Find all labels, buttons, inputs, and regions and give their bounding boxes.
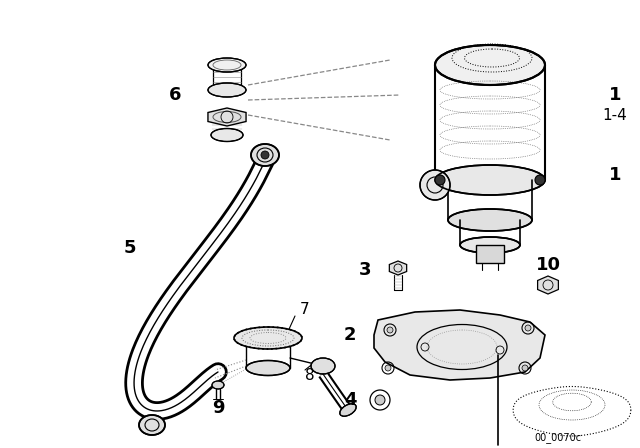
Ellipse shape bbox=[212, 381, 224, 389]
Text: 1: 1 bbox=[609, 86, 621, 104]
Text: 4: 4 bbox=[344, 391, 356, 409]
Polygon shape bbox=[208, 108, 246, 126]
Ellipse shape bbox=[139, 415, 165, 435]
Ellipse shape bbox=[460, 237, 520, 253]
Ellipse shape bbox=[435, 45, 545, 85]
Bar bbox=[476, 245, 504, 263]
Circle shape bbox=[525, 325, 531, 331]
Ellipse shape bbox=[251, 144, 279, 166]
Text: 7: 7 bbox=[300, 302, 310, 318]
Text: 00_0070c: 00_0070c bbox=[534, 433, 582, 444]
Ellipse shape bbox=[448, 209, 532, 231]
Text: 9: 9 bbox=[212, 399, 224, 417]
Text: 3: 3 bbox=[359, 261, 371, 279]
Polygon shape bbox=[374, 310, 545, 380]
Ellipse shape bbox=[234, 327, 302, 349]
Text: 1-4: 1-4 bbox=[603, 108, 627, 122]
Ellipse shape bbox=[246, 361, 290, 375]
Text: 6: 6 bbox=[169, 86, 181, 104]
Ellipse shape bbox=[420, 170, 450, 200]
Polygon shape bbox=[389, 261, 406, 275]
Polygon shape bbox=[538, 276, 558, 294]
Text: 10: 10 bbox=[536, 256, 561, 274]
Ellipse shape bbox=[311, 358, 335, 374]
Text: 2: 2 bbox=[344, 326, 356, 344]
Ellipse shape bbox=[435, 165, 545, 195]
Ellipse shape bbox=[340, 404, 356, 416]
Circle shape bbox=[435, 175, 445, 185]
Text: 8: 8 bbox=[305, 367, 315, 383]
Ellipse shape bbox=[208, 83, 246, 97]
Ellipse shape bbox=[208, 58, 246, 72]
Text: 5: 5 bbox=[124, 239, 136, 257]
Circle shape bbox=[522, 365, 528, 371]
Ellipse shape bbox=[211, 129, 243, 142]
Text: 1: 1 bbox=[609, 166, 621, 184]
Circle shape bbox=[385, 365, 391, 371]
Circle shape bbox=[387, 327, 393, 333]
Circle shape bbox=[261, 151, 269, 159]
Circle shape bbox=[535, 175, 545, 185]
Circle shape bbox=[375, 395, 385, 405]
